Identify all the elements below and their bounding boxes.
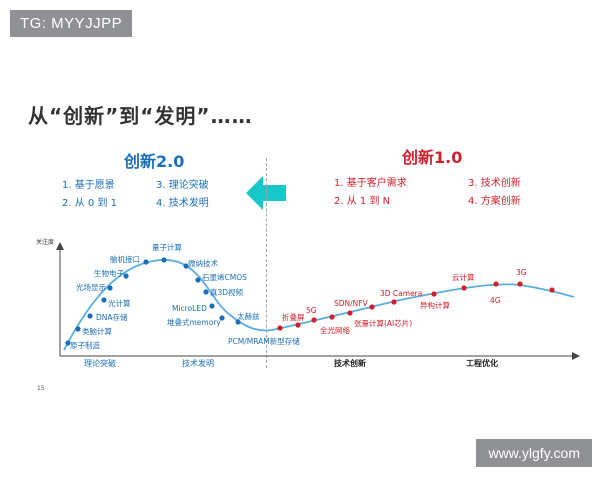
curve-point bbox=[369, 304, 375, 310]
y-axis-label: 关注度 bbox=[36, 238, 54, 246]
innovation-1-item: 4. 方案创新 bbox=[468, 196, 521, 207]
curve-point bbox=[75, 326, 81, 332]
x-axis-label: 工程优化 bbox=[466, 358, 498, 368]
curve-point bbox=[195, 277, 201, 283]
curve-label: 真3D视频 bbox=[210, 287, 244, 297]
curve-label: 堆叠式memory bbox=[167, 317, 221, 327]
innovation-1-item: 3. 技术创新 bbox=[468, 178, 521, 189]
curve-label: MicroLED bbox=[172, 304, 207, 313]
curve-point bbox=[209, 303, 215, 309]
curve-point bbox=[235, 319, 241, 325]
innovation-1-item: 1. 基于客户需求 bbox=[334, 178, 407, 189]
slide-title: 从“创新”到“发明”…… bbox=[28, 104, 253, 128]
curve-point bbox=[87, 313, 93, 319]
curve-label: 生物电子 bbox=[94, 268, 124, 278]
curve-point bbox=[461, 285, 467, 291]
curve-point bbox=[101, 297, 107, 303]
page-number: 15 bbox=[37, 385, 45, 392]
curve-label: 3G bbox=[516, 268, 527, 277]
y-axis-arrow-icon bbox=[56, 242, 64, 250]
curve-point bbox=[493, 281, 499, 287]
footer-watermark: www.ylgfy.com bbox=[476, 439, 592, 467]
curve-point bbox=[123, 273, 129, 279]
innovation-2-item: 3. 理论突破 bbox=[156, 180, 209, 191]
curve-label: 石墨烯CMOS bbox=[202, 272, 247, 282]
innovation-2-list: 1. 基于愿景 3. 理论突破 2. 从 0 到 1 4. 技术发明 bbox=[62, 176, 242, 216]
curve-point bbox=[431, 291, 437, 297]
curve-point bbox=[311, 317, 317, 323]
curve-point bbox=[219, 315, 225, 321]
curve-point bbox=[329, 314, 335, 320]
top-watermark-tag: TG: MYYJJPP bbox=[10, 10, 133, 37]
curve-point bbox=[549, 287, 555, 293]
curve-label: 5G bbox=[306, 306, 317, 315]
curve-label: 4G bbox=[490, 296, 501, 305]
hype-curve bbox=[63, 259, 575, 351]
curve-point bbox=[107, 285, 113, 291]
x-axis-arrow-icon bbox=[572, 352, 580, 360]
curve-label: 脑机接口 bbox=[110, 254, 140, 264]
curve-point bbox=[517, 281, 523, 287]
innovation-2-item: 4. 技术发明 bbox=[156, 198, 209, 209]
x-axis-label: 技术发明 bbox=[182, 358, 214, 368]
innovation-1-list: 1. 基于客户需求 3. 技术创新 2. 从 1 到 N 4. 方案创新 bbox=[334, 174, 554, 214]
curve-label: DNA存储 bbox=[96, 312, 128, 322]
curve-point bbox=[347, 310, 353, 316]
innovation-1-heading: 创新1.0 bbox=[402, 148, 463, 167]
curve-label: 异构计算 bbox=[420, 300, 450, 310]
innovation-2-item: 2. 从 0 到 1 bbox=[62, 198, 117, 209]
innovation-2-heading: 创新2.0 bbox=[124, 152, 185, 171]
curve-label: 张量计算(AI芯片) bbox=[354, 318, 412, 328]
curve-label: 微纳技术 bbox=[188, 258, 218, 268]
curve-label: 折叠屏 bbox=[282, 312, 305, 322]
curve-point bbox=[143, 259, 149, 265]
curve-label: 全光网络 bbox=[320, 325, 350, 335]
curve-label: 量子计算 bbox=[152, 242, 182, 252]
curve-label: 光计算 bbox=[108, 298, 131, 308]
curve-label: 光场显示 bbox=[76, 282, 106, 292]
curve-point bbox=[161, 257, 167, 263]
curve-label: 类脑计算 bbox=[82, 326, 112, 336]
curve-point bbox=[65, 340, 71, 346]
curve-label: 太赫兹 bbox=[237, 311, 260, 321]
innovation-1-item: 2. 从 1 到 N bbox=[334, 196, 391, 207]
curve-point bbox=[203, 289, 209, 295]
curve-label: 原子制造 bbox=[70, 340, 100, 350]
x-axis-label: 理论突破 bbox=[84, 358, 116, 368]
curve-point bbox=[183, 263, 189, 269]
x-axis-label: 技术创新 bbox=[334, 358, 366, 368]
divider-line bbox=[266, 158, 267, 368]
curve-point bbox=[295, 322, 301, 328]
innovation-2-item: 1. 基于愿景 bbox=[62, 180, 115, 191]
curve-label: 云计算 bbox=[452, 272, 475, 282]
curve-point bbox=[391, 299, 397, 305]
curve-label: PCM/MRAM新型存储 bbox=[228, 336, 300, 346]
curve-point bbox=[277, 325, 283, 331]
curve-label: 3D Camera bbox=[380, 289, 422, 298]
curve-label: SDN/NFV bbox=[334, 299, 369, 308]
